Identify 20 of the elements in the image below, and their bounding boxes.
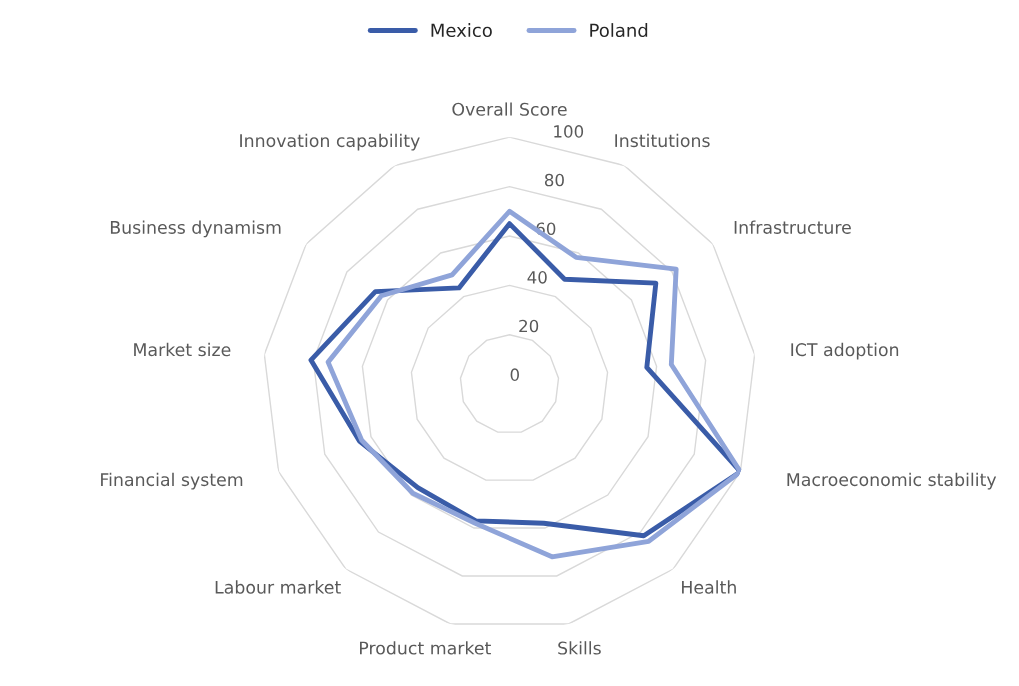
y-tick-label: 100 — [554, 125, 584, 138]
spoke-label: Institutions — [615, 133, 710, 148]
spoke-label: Product market — [360, 641, 491, 655]
y-tick-label: 20 — [519, 319, 539, 333]
spoke-label: Health — [682, 580, 736, 594]
spoke-label: Infrastructure — [734, 220, 851, 234]
spoke-label: Market size — [134, 342, 231, 357]
spoke-label: Labour market — [215, 580, 341, 594]
legend-label: Poland — [590, 23, 648, 38]
y-tick-label: 80 — [544, 173, 564, 187]
y-tick-label: 0 — [510, 368, 519, 381]
spoke-label: Financial system — [101, 472, 243, 490]
spoke-label: Macroeconomic stability — [787, 472, 997, 490]
spoke-label: Overall Score — [452, 102, 567, 116]
y-tick-label: 40 — [527, 271, 547, 284]
spoke-label: ICT adoption — [791, 342, 899, 360]
legend-label: Mexico — [431, 23, 492, 38]
spoke-label: Business dynamism — [110, 220, 281, 238]
spoke-label: Skills — [558, 641, 601, 655]
spoke-label: Innovation capability — [240, 133, 420, 151]
